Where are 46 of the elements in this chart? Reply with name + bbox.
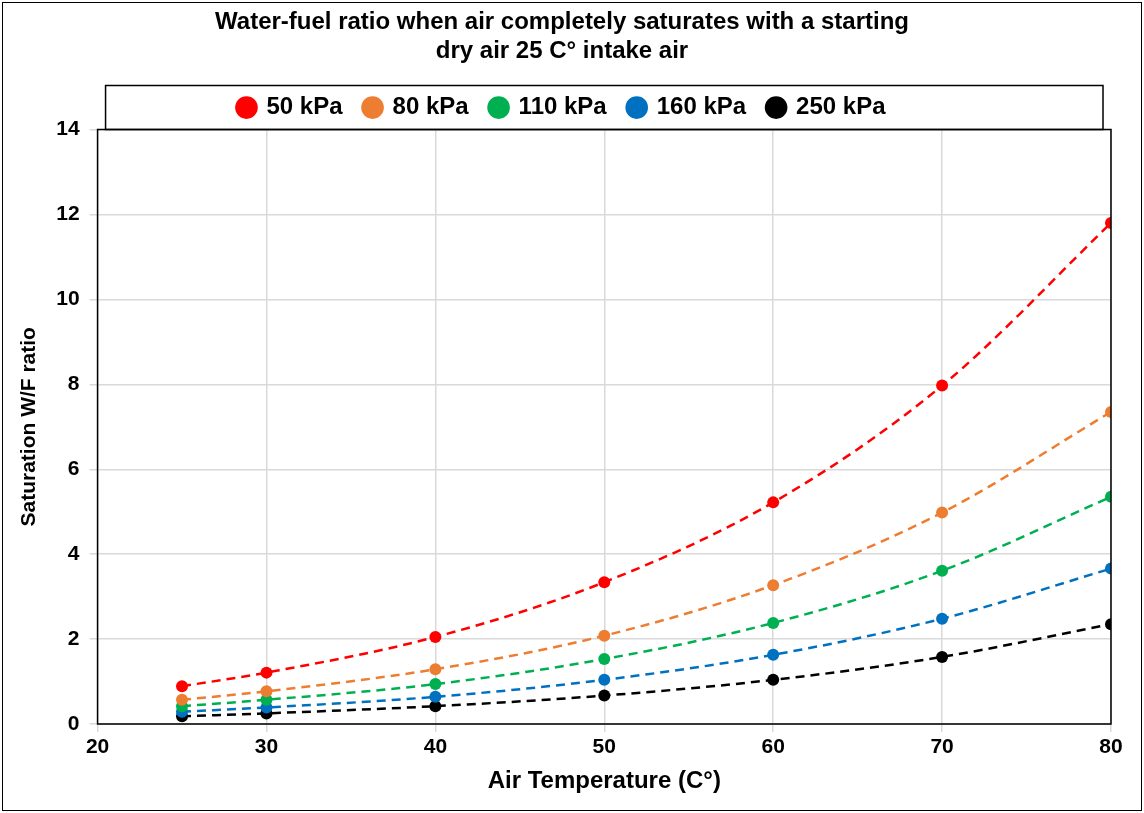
legend-label: 250 kPa	[796, 92, 887, 120]
point	[429, 678, 442, 691]
y-tick-label: 2	[67, 625, 80, 649]
x-tick-label: 70	[930, 734, 954, 758]
point	[936, 612, 949, 625]
point	[598, 576, 611, 589]
point	[598, 629, 611, 642]
point	[936, 506, 949, 519]
point	[936, 564, 949, 577]
y-tick-label: 6	[67, 456, 80, 480]
point	[767, 648, 780, 661]
x-tick-label: 80	[1099, 734, 1123, 758]
point	[598, 673, 611, 686]
point	[176, 680, 189, 693]
point	[767, 616, 780, 629]
point	[429, 630, 442, 643]
legend-label: 80 kPa	[392, 92, 470, 120]
legend-label: 160 kPa	[656, 92, 747, 120]
x-tick-label: 40	[423, 734, 448, 758]
point	[936, 379, 949, 392]
y-axis-title: Saturation W/F ratio	[16, 327, 40, 527]
y-tick-label: 4	[67, 540, 80, 564]
point	[429, 663, 442, 676]
x-tick-label: 50	[592, 734, 616, 758]
point	[598, 689, 611, 702]
x-tick-label: 20	[85, 734, 110, 758]
y-tick-label: 8	[67, 371, 80, 395]
y-tick-label: 10	[56, 286, 80, 310]
chart-title: Water-fuel ratio when air completely saturates with a starting dry air 25 C° intake air	[215, 7, 909, 63]
y-tick-label: 14	[56, 116, 80, 140]
y-tick-label: 12	[56, 201, 80, 225]
point	[936, 650, 949, 663]
point	[767, 579, 780, 592]
y-tick-label: 0	[67, 710, 80, 734]
point	[429, 690, 442, 703]
point	[260, 685, 273, 698]
x-tick-label: 60	[761, 734, 785, 758]
point	[260, 666, 273, 679]
point	[767, 673, 780, 686]
x-tick-label: 30	[254, 734, 279, 758]
legend-label: 110 kPa	[518, 92, 608, 120]
x-axis-title: Air Temperature (C°)	[487, 766, 721, 794]
point	[176, 693, 189, 706]
point	[598, 653, 611, 666]
point	[767, 496, 780, 509]
legend-label: 50 kPa	[266, 92, 344, 120]
